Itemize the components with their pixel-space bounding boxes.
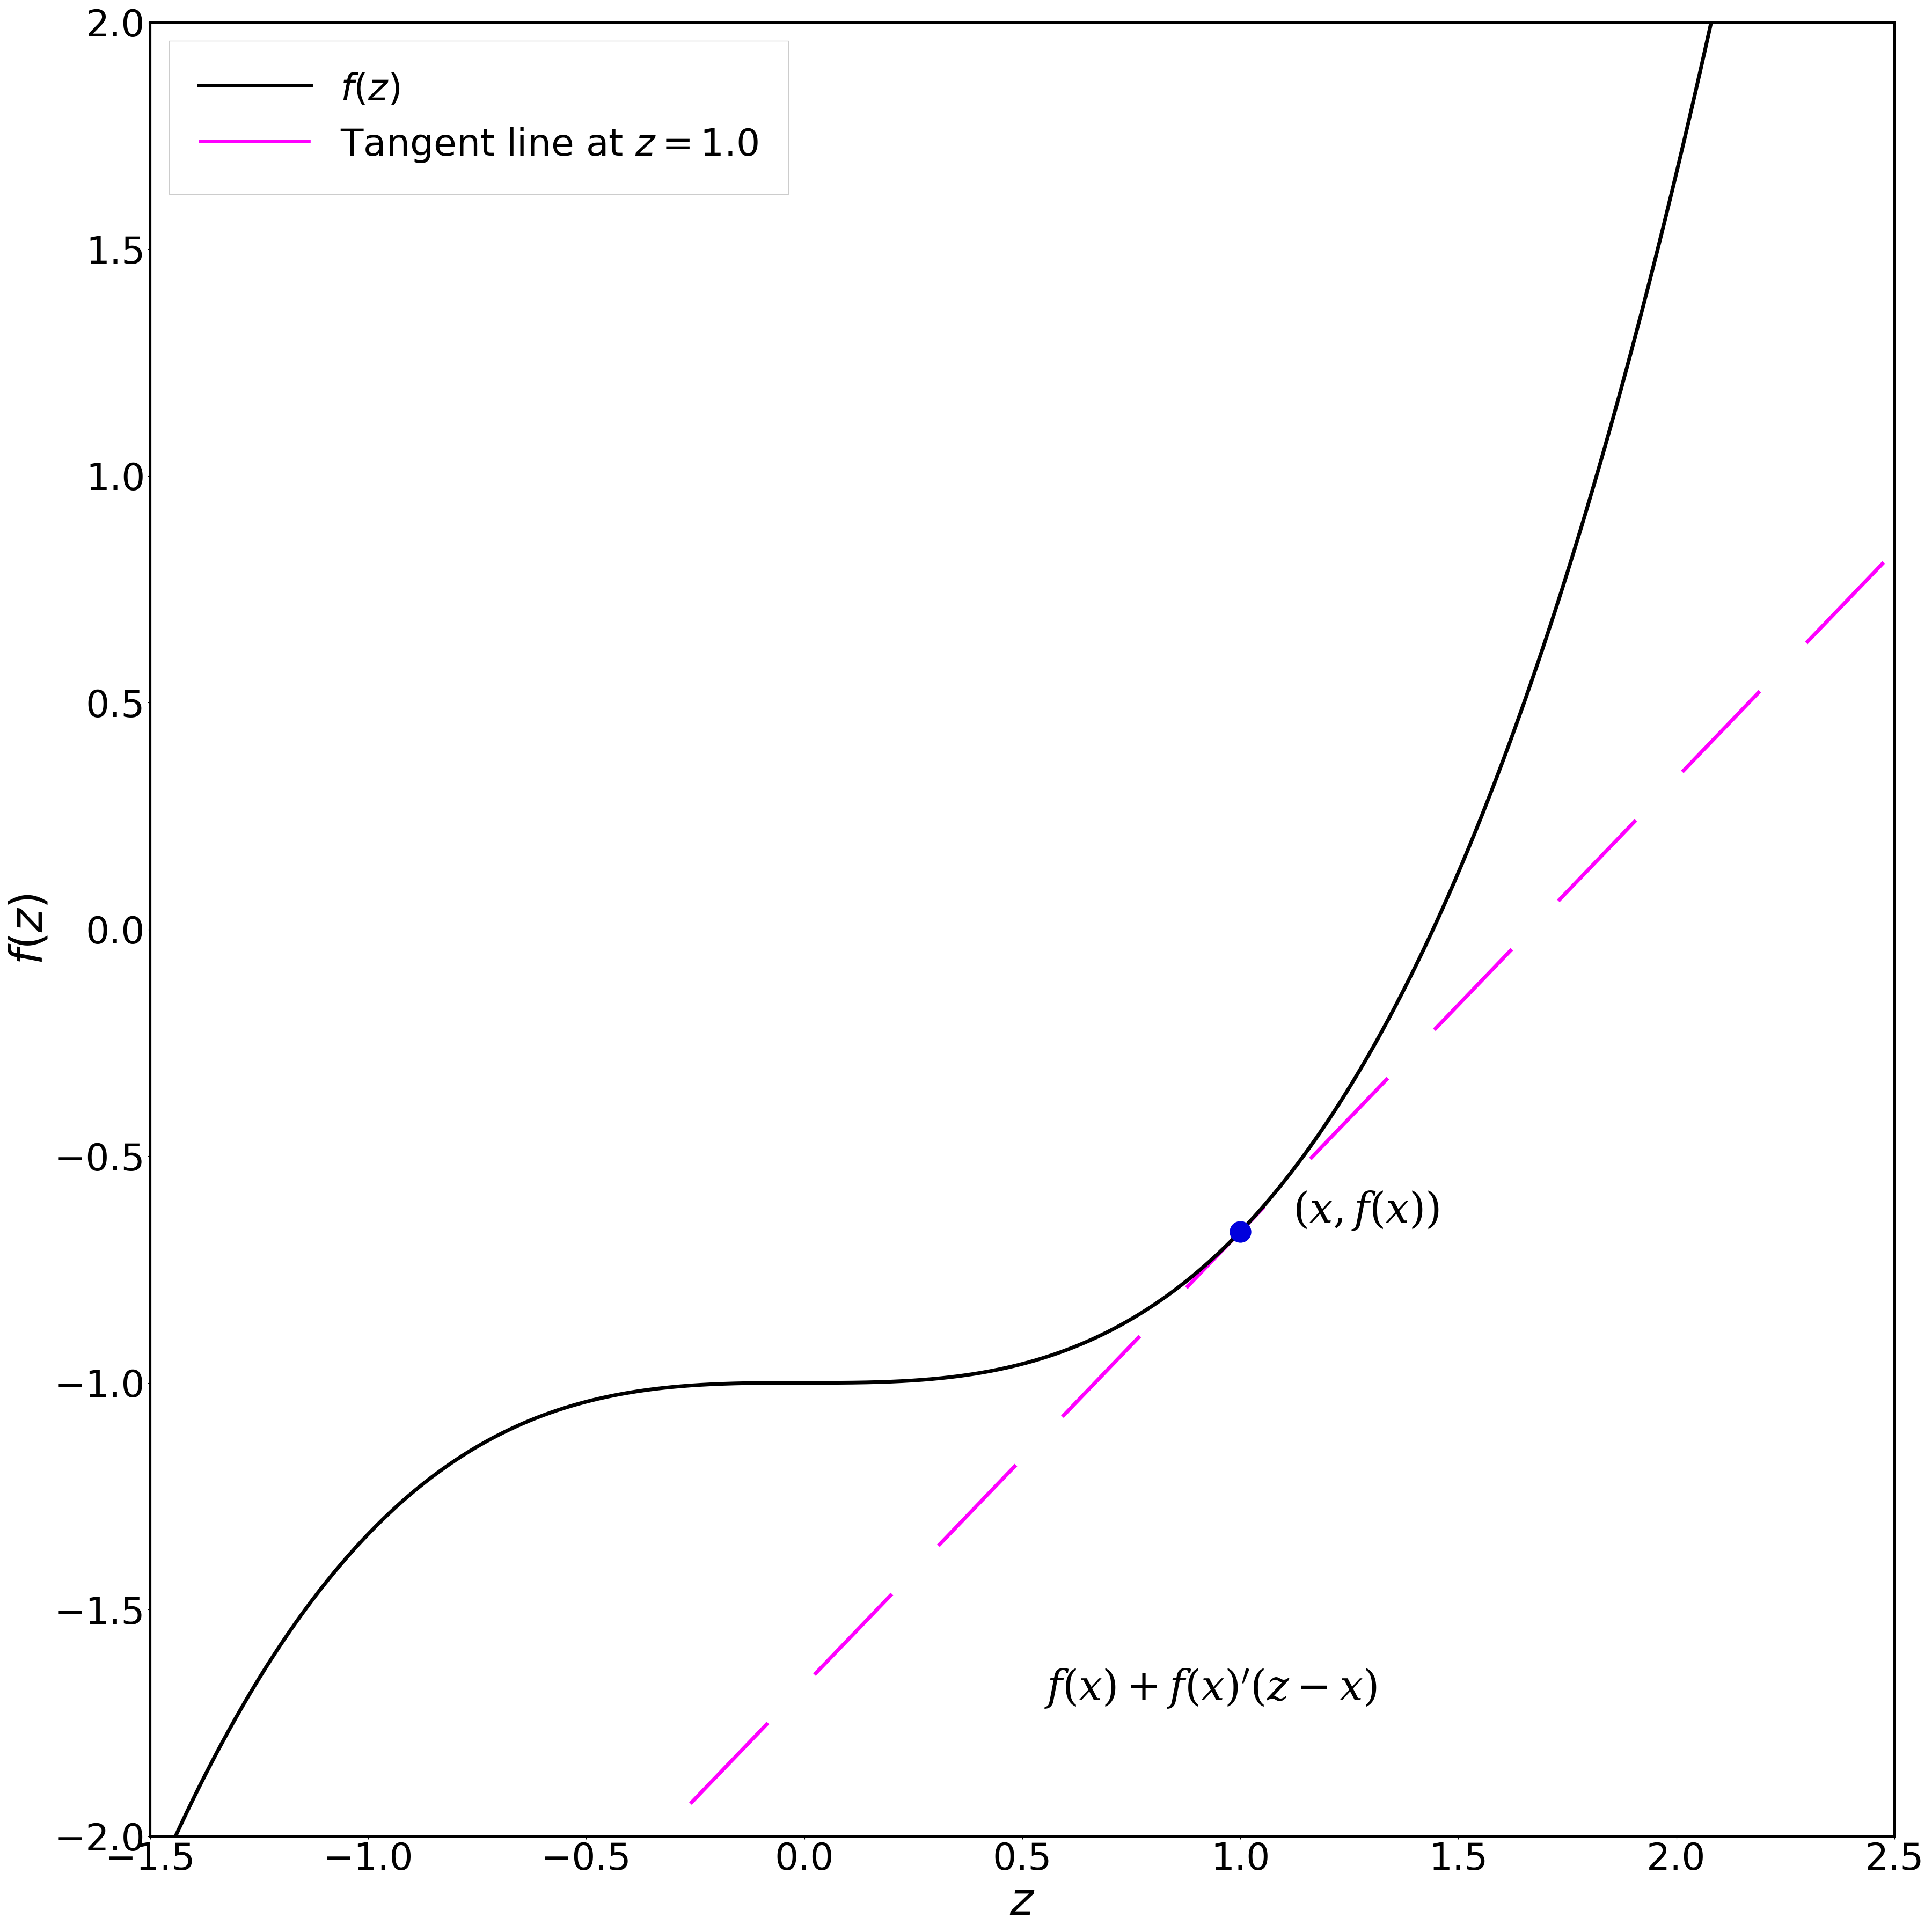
Tangent line at $z = 1.0$ — [1513, 925, 1536, 949]
Tangent line at $z = 1.0$ — [987, 1472, 1010, 1495]
Line: Tangent line at $z = 1.0$: Tangent line at $z = 1.0$ — [151, 551, 1893, 1932]
$f(z)$ — [139, 1882, 162, 1905]
Line: $f(z)$: $f(z)$ — [151, 0, 1893, 1893]
Tangent line at $z = 1.0$ — [941, 1520, 964, 1544]
Tangent line at $z = 1.0$ — [1832, 593, 1855, 616]
$f(z)$ — [987, 1358, 1010, 1381]
$f(z)$ — [228, 1700, 251, 1723]
Tangent line at $z = 1.0$ — [1832, 593, 1855, 616]
$f(z)$ — [941, 1366, 964, 1389]
X-axis label: $z$: $z$ — [1010, 1880, 1036, 1924]
$f(z)$ — [1513, 694, 1536, 717]
Text: $f(x) + f(x)'(z - x)$: $f(x) + f(x)'(z - x)$ — [1043, 1667, 1378, 1710]
Legend: $f(z)$, Tangent line at $z = 1.0$: $f(z)$, Tangent line at $z = 1.0$ — [168, 41, 788, 195]
Y-axis label: $f(z)$: $f(z)$ — [8, 895, 52, 964]
Text: $(x, f(x))$: $(x, f(x))$ — [1293, 1190, 1439, 1233]
Tangent line at $z = 1.0$ — [1882, 539, 1905, 562]
